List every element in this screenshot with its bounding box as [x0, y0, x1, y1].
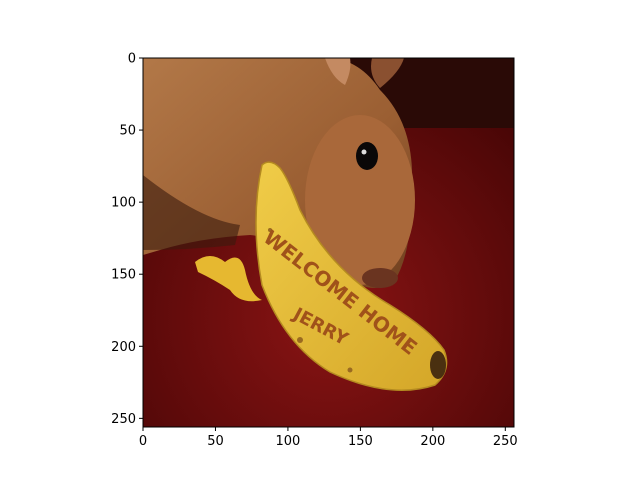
- y-axis: 0 50 100 150 200 250: [111, 52, 143, 427]
- eye-highlight: [361, 149, 367, 155]
- axes-frame: [142, 57, 515, 428]
- y-tick-label: 0: [128, 52, 136, 67]
- rabbit-shadow: [143, 175, 240, 250]
- y-tick-label: 200: [111, 340, 136, 355]
- y-tick-label: 50: [119, 124, 136, 139]
- x-tick-label: 200: [420, 434, 445, 449]
- x-tick-label: 250: [493, 434, 518, 449]
- rabbit-ear-left: [325, 58, 351, 85]
- photo: WELCOME HOME JERRY: [143, 58, 514, 427]
- y-tick-label: 150: [111, 268, 136, 283]
- x-tick-label: 0: [139, 434, 147, 449]
- x-tick-label: 50: [207, 434, 224, 449]
- banana-tip: [430, 351, 446, 379]
- rabbit-nose: [362, 268, 398, 288]
- rabbit-ear-right: [371, 58, 404, 88]
- y-tick-label: 250: [111, 412, 136, 427]
- y-tick-label: 100: [111, 196, 136, 211]
- x-tick-label: 150: [348, 434, 373, 449]
- banana-peel: [195, 256, 262, 302]
- banana-spot: [268, 228, 272, 232]
- x-tick-label: 100: [276, 434, 301, 449]
- rabbit-head: [305, 115, 415, 285]
- banana-spot: [347, 367, 353, 373]
- x-axis: 0 50 100 150 200 250: [139, 427, 518, 449]
- banana-spot: [297, 337, 303, 343]
- rabbit-eye: [356, 142, 378, 170]
- banana: [255, 161, 448, 391]
